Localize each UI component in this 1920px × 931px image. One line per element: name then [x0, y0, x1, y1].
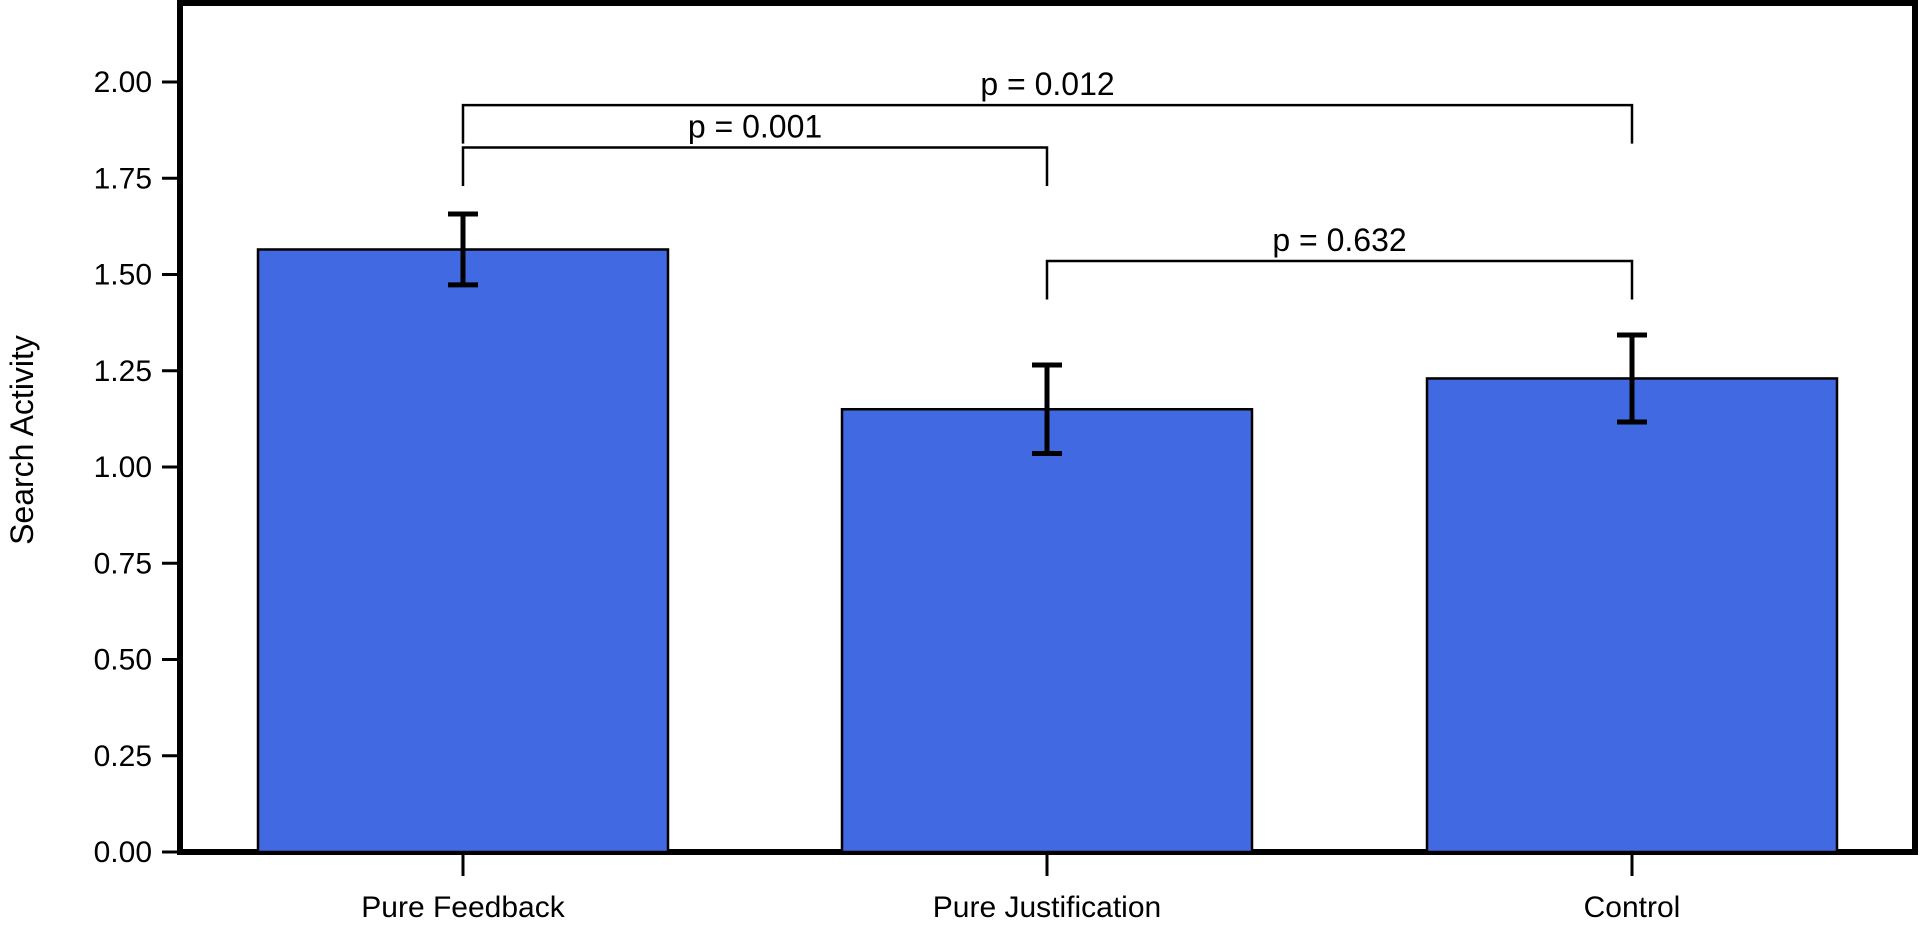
bars [256, 248, 1839, 854]
p-value-label: p = 0.012 [980, 66, 1114, 102]
x-tick-label: Control [1584, 891, 1681, 924]
significance-annotations: p = 0.012 p = 0.001 p = 0.632 [461, 66, 1634, 300]
bar [1425, 377, 1839, 854]
p-value-label: p = 0.632 [1272, 222, 1406, 258]
y-tick-label: 0.25 [94, 740, 152, 773]
y-axis-title: Search Activity [4, 335, 40, 545]
x-axis: Pure Feedback Pure Justification Control [361, 855, 1680, 924]
x-tick-label: Pure Justification [933, 891, 1161, 924]
y-tick-label: 0.50 [94, 644, 152, 677]
y-axis: 0.00 0.25 0.50 0.75 1.00 1.25 1.50 1.75 2.00 [94, 66, 177, 869]
y-tick-label: 1.25 [94, 355, 152, 388]
y-tick-label: 0.00 [94, 836, 152, 869]
y-tick-label: 2.00 [94, 66, 152, 99]
bar [840, 408, 1254, 854]
x-tick-label: Pure Feedback [361, 891, 565, 924]
bar [256, 248, 670, 854]
error-bars [448, 211, 1647, 457]
y-tick-label: 1.50 [94, 259, 152, 292]
y-tick-label: 1.75 [94, 162, 152, 195]
p-value-label: p = 0.001 [688, 108, 822, 144]
y-tick-label: 0.75 [94, 547, 152, 580]
significance-bracket [461, 103, 1634, 144]
y-tick-label: 1.00 [94, 451, 152, 484]
significance-bracket [461, 146, 1049, 186]
significance-bracket [1045, 259, 1634, 300]
